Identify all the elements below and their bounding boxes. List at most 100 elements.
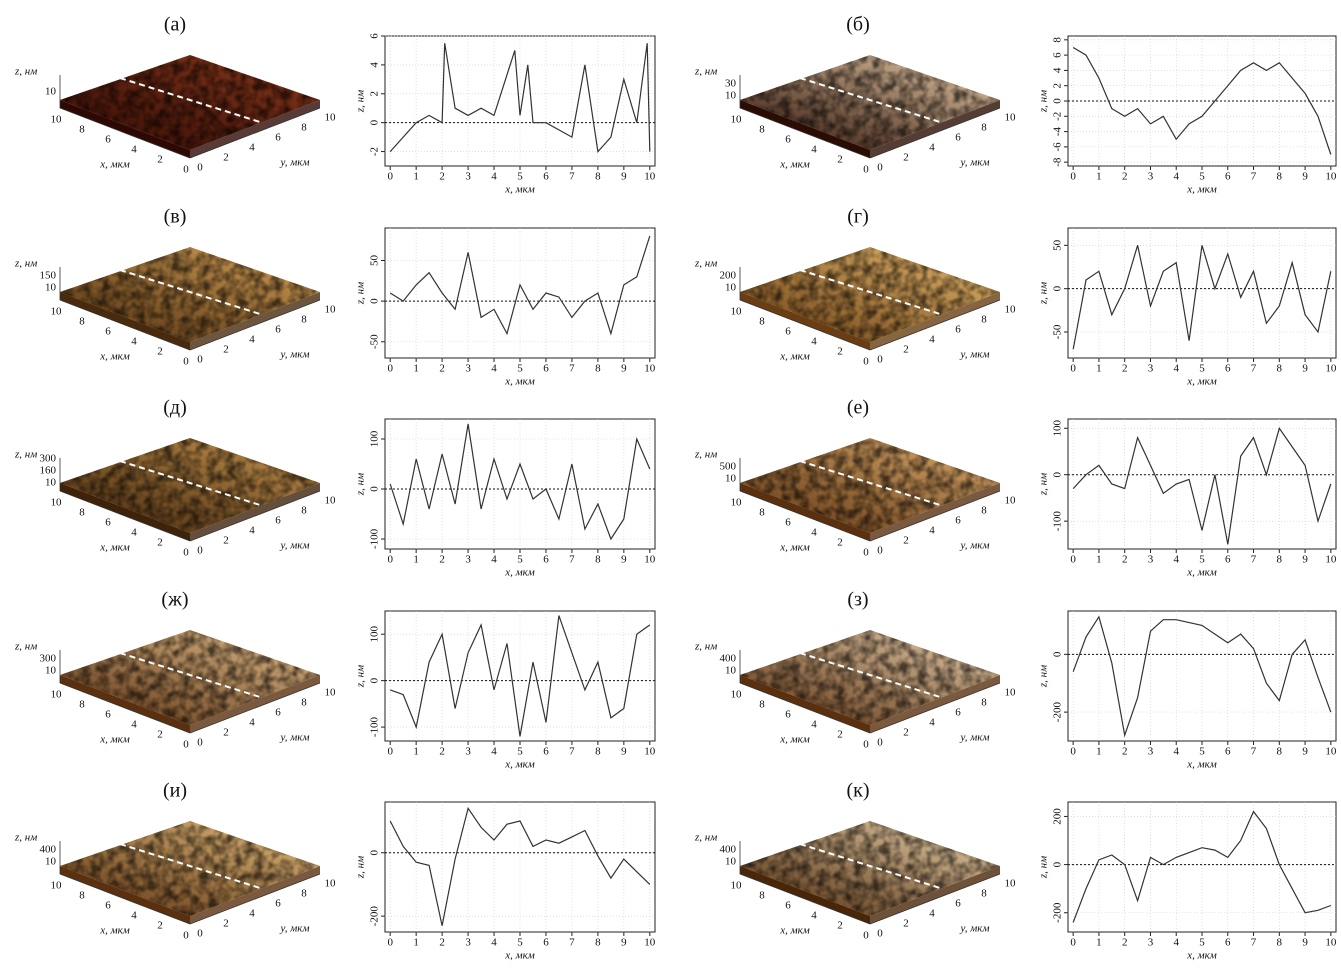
x-tick-label: 10 (644, 746, 656, 758)
x-axis-label: x, мкм (779, 542, 810, 554)
x-tick-label: 2 (837, 729, 843, 741)
x-tick-label: 10 (51, 114, 63, 126)
x-tick-label: 4 (131, 719, 137, 731)
y-tick-label: 8 (301, 505, 307, 517)
y-tick-label: 8 (301, 122, 307, 134)
x-tick-label: 8 (595, 937, 601, 949)
panel-label: (в) (164, 206, 187, 228)
x-tick-label: 0 (1070, 746, 1076, 758)
y-tick-label: 6 (275, 132, 281, 144)
x-tick-label: 4 (1173, 171, 1179, 183)
x-tick-label: 2 (157, 729, 163, 741)
x-tick-label: 6 (543, 363, 549, 375)
x-tick-label: 8 (79, 316, 85, 328)
x-tick-label: 8 (759, 890, 765, 902)
y-tick-label: 6 (955, 707, 961, 719)
z-tick-label: 10 (725, 856, 737, 868)
y-tick-label: 0 (197, 737, 203, 749)
x-tick-label: 6 (1225, 363, 1231, 375)
y-tick-label: 0 (369, 298, 381, 304)
x-tick-label: 8 (595, 554, 601, 566)
panel-label: (а) (164, 14, 186, 36)
y-tick-label: -2 (369, 147, 381, 156)
x-tick-label: 6 (105, 517, 111, 529)
x-tick-label: 0 (387, 746, 393, 758)
x-tick-label: 8 (1277, 937, 1283, 949)
y-tick-label: -50 (1052, 324, 1064, 339)
y-tick-label: 0 (369, 677, 381, 683)
panel-label: (и) (163, 780, 187, 802)
x-tick-label: 4 (491, 554, 497, 566)
y-tick-label: 0 (1052, 471, 1064, 477)
y-tick-label: 4 (929, 717, 935, 729)
x-tick-label: 5 (1199, 554, 1205, 566)
x-tick-label: 10 (731, 114, 743, 126)
surface-texture (740, 438, 1000, 533)
y-tick-label: -2 (1052, 112, 1064, 121)
y-tick-label: 2 (1052, 83, 1064, 89)
x-tick-label: 1 (1096, 171, 1102, 183)
y-tick-label: 0 (369, 486, 381, 492)
y-tick-label: 2 (369, 91, 381, 97)
x-tick-label: 0 (863, 739, 869, 751)
surface-texture (740, 247, 1000, 342)
x-tick-label: 8 (1277, 554, 1283, 566)
y-axis-label: y, мкм (280, 732, 310, 744)
z-axis-label: z, нм (694, 832, 717, 844)
x-tick-label: 0 (1070, 363, 1076, 375)
x-tick-label: 10 (1325, 554, 1337, 566)
x-tick-label: 3 (465, 937, 471, 949)
y-axis-label: z, нм (355, 665, 367, 688)
y-tick-label: 10 (1005, 112, 1017, 124)
z-tick-label: 10 (725, 665, 737, 677)
z-axis-label: z, нм (694, 258, 717, 270)
x-tick-label: 7 (1251, 171, 1257, 183)
y-tick-label: 50 (1052, 239, 1064, 251)
x-tick-label: 8 (79, 507, 85, 519)
y-tick-label: 10 (325, 878, 337, 890)
x-tick-label: 0 (863, 930, 869, 942)
x-tick-label: 5 (1199, 937, 1205, 949)
y-tick-label: 2 (903, 918, 909, 930)
x-tick-label: 0 (183, 739, 189, 751)
panel-label: (г) (847, 206, 869, 228)
surface-texture (740, 630, 1000, 725)
x-tick-label: 2 (837, 346, 843, 358)
x-tick-label: 3 (1148, 171, 1154, 183)
y-axis-label: z, нм (1038, 856, 1050, 879)
panel-label: (е) (847, 397, 869, 419)
x-tick-label: 6 (105, 709, 111, 721)
x-tick-label: 8 (759, 699, 765, 711)
x-tick-label: 1 (413, 171, 419, 183)
x-tick-label: 3 (1148, 554, 1154, 566)
x-tick-label: 10 (644, 937, 656, 949)
x-tick-label: 8 (1277, 171, 1283, 183)
y-tick-label: 10 (1005, 878, 1017, 890)
x-tick-label: 3 (1148, 363, 1154, 375)
x-tick-label: 5 (1199, 746, 1205, 758)
x-tick-label: 4 (131, 336, 137, 348)
x-tick-label: 7 (1251, 363, 1257, 375)
z-axis-label: z, нм (14, 258, 37, 270)
z-tick-label: 30 (725, 78, 737, 90)
x-tick-label: 4 (1173, 937, 1179, 949)
y-tick-label: 8 (301, 314, 307, 326)
y-tick-label: 10 (1005, 304, 1017, 316)
x-tick-label: 7 (1251, 937, 1257, 949)
x-axis-label: x, мкм (504, 567, 535, 579)
y-tick-label: -200 (369, 906, 381, 927)
y-tick-label: 0 (877, 162, 883, 174)
x-tick-label: 4 (131, 144, 137, 156)
y-tick-label: 6 (275, 898, 281, 910)
y-tick-label: 2 (223, 535, 229, 547)
panel-label: (д) (163, 397, 187, 419)
x-tick-label: 6 (1225, 554, 1231, 566)
z-axis-label: z, нм (14, 66, 37, 78)
x-tick-label: 4 (1173, 554, 1179, 566)
x-tick-label: 5 (1199, 363, 1205, 375)
x-tick-label: 2 (1122, 554, 1128, 566)
plot-area (1068, 802, 1336, 932)
y-tick-label: 10 (1005, 495, 1017, 507)
y-tick-label: 10 (325, 495, 337, 507)
x-tick-label: 4 (1173, 746, 1179, 758)
